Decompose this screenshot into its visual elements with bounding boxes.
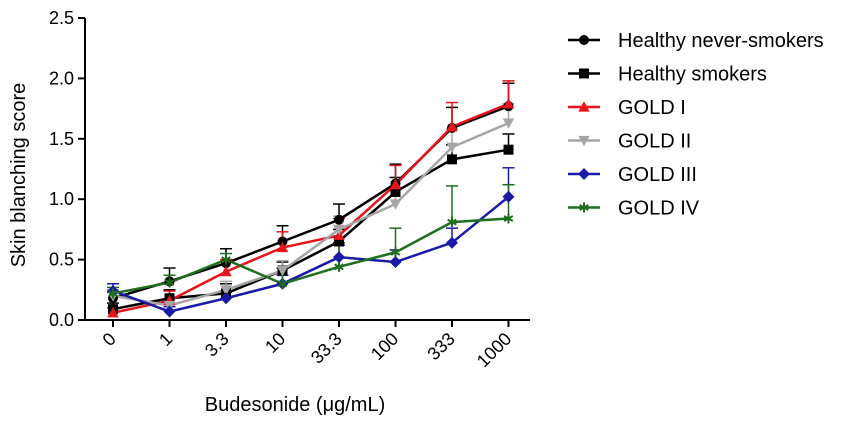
data-point-gold-ii: [446, 142, 458, 154]
data-point-gold-i: [107, 307, 119, 318]
data-point-gold-iv: [108, 288, 118, 299]
data-point-gold-iii: [163, 305, 176, 318]
legend-item-gold-ii: GOLD II: [568, 131, 691, 153]
data-point-gold-i: [502, 98, 515, 109]
data-point-healthy-smokers: [334, 236, 344, 247]
data-point-gold-iv: [503, 213, 514, 224]
data-point-healthy-never-smokers: [277, 236, 288, 247]
x-tick-label: 1000: [473, 329, 515, 371]
data-point-gold-iv: [334, 261, 344, 272]
data-point-gold-ii: [389, 199, 402, 210]
legend-label: GOLD III: [618, 164, 697, 186]
legend-label: GOLD IV: [618, 198, 700, 220]
legend-marker: [578, 101, 590, 112]
legend-item-healthy-smokers: Healthy smokers: [568, 64, 767, 86]
legend-item-gold-i: GOLD I: [568, 97, 686, 119]
data-point-healthy-smokers: [447, 154, 457, 165]
legend-marker: [579, 35, 589, 45]
data-point-gold-iv: [277, 278, 288, 289]
tick-labels: 0.0 0.5 1.0 1.5 2.0 2.5 0 1 3.3 10 33.3 100 333 1000: [49, 8, 515, 371]
x-tick-label: 1: [155, 329, 176, 350]
data-point-gold-iv: [221, 254, 231, 265]
x-tick-label: 333: [423, 329, 458, 364]
y-tick-label: 1.0: [49, 189, 74, 209]
legend-item-gold-iii: GOLD III: [568, 164, 697, 186]
series-line-gold-i: [112, 102, 509, 314]
data-point-gold-iii: [333, 251, 345, 264]
x-tick-label: 10: [261, 329, 289, 357]
y-tick-label: 0.5: [49, 250, 74, 270]
y-axis-title: Skin blanching score: [8, 83, 30, 268]
data-point-gold-iii: [389, 256, 402, 269]
data-point-gold-ii: [502, 118, 515, 129]
y-tick-label: 2.5: [49, 8, 74, 28]
data-point-gold-ii: [333, 224, 345, 236]
legend-label: GOLD I: [618, 97, 686, 119]
y-tick-label: 1.5: [49, 129, 74, 149]
x-tick-label: 0: [99, 329, 120, 350]
data-point-healthy-never-smokers: [334, 214, 344, 225]
legend-label: Healthy smokers: [618, 64, 767, 86]
data-point-gold-iv: [390, 247, 401, 258]
series-line-gold-iii: [112, 195, 510, 313]
series-markers: [107, 98, 515, 318]
axes: [78, 17, 530, 327]
series-line-gold-iv: [112, 217, 509, 295]
series-line-gold-ii: [112, 121, 509, 307]
legend-label: Healthy never-smokers: [618, 30, 824, 52]
legend-item-healthy-never-smokers: Healthy never-smokers: [568, 30, 824, 52]
x-tick-label: 3.3: [201, 329, 233, 361]
data-point-gold-i: [276, 241, 289, 253]
data-point-gold-iii: [220, 292, 232, 305]
legend-label: GOLD II: [618, 131, 691, 153]
data-point-gold-iii: [502, 190, 515, 203]
x-tick-label: 33.3: [307, 329, 346, 368]
data-point-gold-iv: [164, 277, 175, 288]
series-line-healthy-smokers: [112, 148, 509, 311]
series-lines: [112, 102, 510, 314]
data-point-gold-i: [389, 178, 402, 190]
data-point-gold-i: [220, 265, 232, 277]
data-point-gold-iv: [447, 217, 457, 228]
x-axis-title: Budesonide (μg/mL): [205, 394, 386, 416]
legend-marker: [579, 68, 589, 79]
data-point-healthy-smokers: [390, 186, 401, 197]
legend-marker: [578, 135, 590, 147]
data-point-healthy-smokers: [503, 144, 514, 155]
legend-marker: [579, 202, 589, 213]
y-tick-label: 0.0: [49, 310, 74, 330]
legend-item-gold-iv: GOLD IV: [568, 198, 700, 220]
legend-marker: [578, 168, 590, 180]
data-point-gold-i: [446, 120, 458, 132]
y-tick-label: 2.0: [49, 68, 74, 88]
data-point-gold-ii: [276, 265, 289, 277]
data-point-gold-iii: [446, 236, 458, 249]
data-point-gold-ii: [220, 285, 232, 296]
x-tick-label: 100: [367, 329, 402, 364]
legend: Healthy never-smokers Healthy smokers GOLD…: [568, 30, 824, 220]
